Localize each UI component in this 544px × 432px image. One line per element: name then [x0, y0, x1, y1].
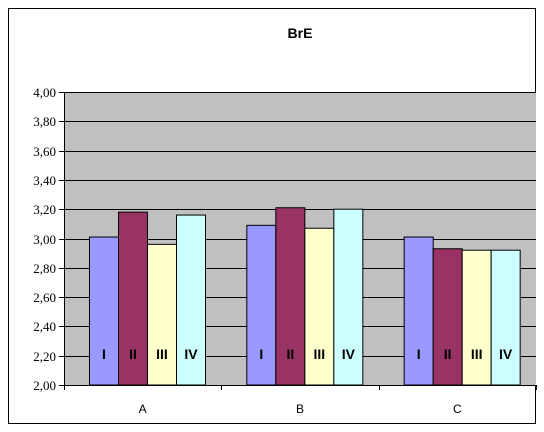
x-category-label: A — [139, 402, 147, 416]
bar-label: IV — [342, 346, 356, 362]
bar-label: IV — [184, 346, 198, 362]
bar-label: II — [444, 346, 452, 362]
bar-A-IV — [176, 214, 206, 386]
bar-A-I — [89, 236, 119, 386]
bar-B-III — [304, 227, 335, 386]
chart-title: BrE — [288, 25, 313, 41]
y-tick-label: 4,00 — [33, 85, 56, 100]
bar-label: III — [156, 346, 168, 362]
y-tick-label: 3,60 — [33, 144, 56, 159]
y-tick-label: 3,80 — [33, 114, 56, 129]
y-tick-label: 3,20 — [33, 202, 56, 217]
bar-B-I — [246, 224, 277, 386]
y-tick-label: 2,60 — [33, 290, 56, 305]
bar-C-I — [403, 236, 434, 386]
y-tick-label: 2,00 — [33, 378, 56, 393]
bar-C-III — [461, 249, 492, 386]
y-tick-label: 3,40 — [33, 173, 56, 188]
bar-label: II — [286, 346, 294, 362]
bar-label: IV — [499, 346, 513, 362]
bar-label: III — [313, 346, 325, 362]
y-tick-label: 2,20 — [33, 349, 56, 364]
bar-label: I — [417, 346, 421, 362]
bar-A-II — [118, 211, 148, 386]
bar-B-IV — [333, 208, 364, 386]
bar-label: I — [102, 346, 106, 362]
bar-A-III — [147, 243, 177, 386]
bar-C-IV — [490, 249, 521, 386]
plot-area: 2,00 2,20 2,40 2,60 2,80 3,00 3,20 3,40 3,60 3,80… — [33, 85, 537, 416]
bar-label: I — [259, 346, 263, 362]
y-tick-label: 3,00 — [33, 232, 56, 247]
bar-label: III — [471, 346, 483, 362]
x-category-label: B — [296, 402, 304, 416]
bar-C-II — [432, 248, 463, 386]
bar-label: II — [129, 346, 137, 362]
x-category-label: C — [453, 402, 462, 416]
y-tick-label: 2,80 — [33, 261, 56, 276]
y-tick-label: 2,40 — [33, 319, 56, 334]
